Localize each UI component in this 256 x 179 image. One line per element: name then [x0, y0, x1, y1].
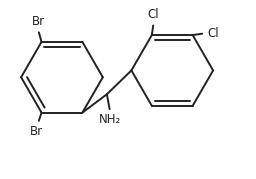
Text: NH₂: NH₂	[99, 113, 121, 126]
Text: Br: Br	[29, 125, 43, 138]
Text: Cl: Cl	[147, 8, 159, 21]
Text: Br: Br	[32, 15, 45, 28]
Text: Cl: Cl	[208, 27, 219, 40]
